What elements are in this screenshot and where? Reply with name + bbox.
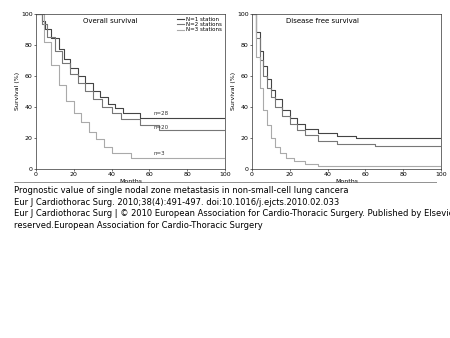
Text: Prognostic value of single nodal zone metastasis in non-small-cell lung cancera
: Prognostic value of single nodal zone me…	[14, 186, 450, 230]
Text: n=3: n=3	[153, 151, 165, 156]
X-axis label: Months: Months	[335, 178, 358, 184]
X-axis label: Months: Months	[119, 178, 142, 184]
Text: Overall survival: Overall survival	[83, 18, 138, 24]
Legend: N=1 station, N=2 stations, N=3 stations: N=1 station, N=2 stations, N=3 stations	[177, 16, 222, 33]
Text: Disease free survival: Disease free survival	[286, 18, 359, 24]
Y-axis label: Survival (%): Survival (%)	[231, 72, 236, 110]
Text: n=20: n=20	[153, 124, 168, 129]
Y-axis label: Survival (%): Survival (%)	[15, 72, 20, 110]
Text: n=28: n=28	[153, 111, 168, 116]
